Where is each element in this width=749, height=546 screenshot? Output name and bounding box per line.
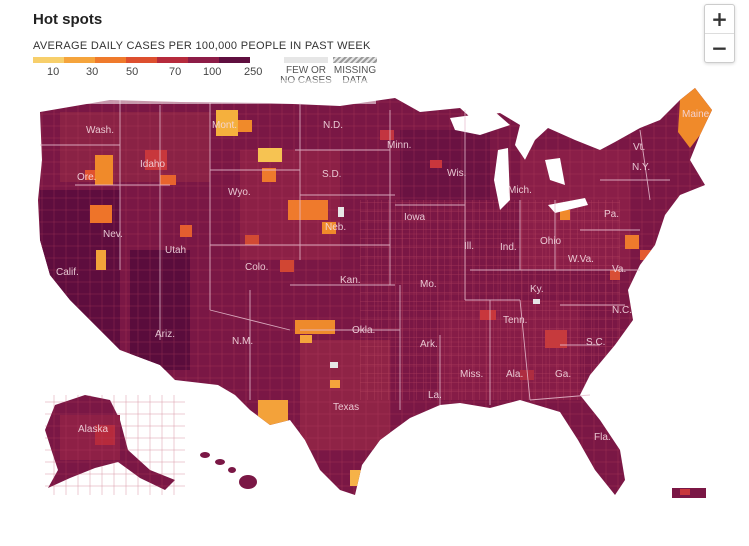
state-label-tenn: Tenn. xyxy=(503,315,527,326)
state-label-okla: Okla. xyxy=(352,325,375,336)
state-label-mont: Mont. xyxy=(212,120,237,131)
lake-huron xyxy=(545,158,565,185)
hawaii-island xyxy=(215,459,225,465)
legend-tick: 10 xyxy=(47,66,60,78)
legend-fade xyxy=(56,80,376,104)
maine-hotspot xyxy=(678,88,712,148)
lake-michigan xyxy=(494,148,510,210)
legend-tick: 100 xyxy=(203,66,222,78)
lower-48: Wash. Ore. Idaho Mont. N.D. Minn. Wis. M… xyxy=(38,88,712,495)
state-label-wva: W.Va. xyxy=(568,254,594,265)
state-label-va: Va. xyxy=(612,264,626,275)
state-label-ala: Ala. xyxy=(506,369,523,380)
few-cases-spot xyxy=(338,207,344,217)
state-label-mich: Mich. xyxy=(508,185,532,196)
state-label-vt: Vt. xyxy=(633,142,645,153)
puerto-rico-hotspot xyxy=(680,489,690,495)
legend-tick: 50 xyxy=(126,66,139,78)
legend-swatch-3 xyxy=(95,57,126,63)
us-map-svg: Wash. Ore. Idaho Mont. N.D. Minn. Wis. M… xyxy=(38,80,712,498)
legend-tick: 250 xyxy=(244,66,263,78)
state-label-wash: Wash. xyxy=(86,125,114,136)
state-label-colo: Colo. xyxy=(245,262,268,273)
state-label-fla: Fla. xyxy=(594,432,611,443)
state-label-kan: Kan. xyxy=(340,275,361,286)
state-label-ore: Ore. xyxy=(77,172,96,183)
state-label-ky: Ky. xyxy=(530,284,544,295)
legend-swatch-4 xyxy=(126,57,157,63)
state-label-nd: N.D. xyxy=(323,120,343,131)
state-label-ark: Ark. xyxy=(420,339,438,350)
state-label-iowa: Iowa xyxy=(404,212,426,223)
alaska-texture xyxy=(45,395,185,495)
legend-missing-swatch xyxy=(333,57,377,63)
state-label-ariz: Ariz. xyxy=(155,329,175,340)
state-label-nm: N.M. xyxy=(232,336,253,347)
state-labels: Wash. Ore. Idaho Mont. N.D. Minn. Wis. M… xyxy=(56,109,710,443)
us-map[interactable]: Wash. Ore. Idaho Mont. N.D. Minn. Wis. M… xyxy=(0,80,749,541)
state-label-wis: Wis. xyxy=(447,168,466,179)
zoom-divider xyxy=(705,33,734,34)
zoom-out-button[interactable]: − xyxy=(711,36,728,60)
legend-title: AVERAGE DAILY CASES PER 100,000 PEOPLE I… xyxy=(33,40,371,52)
state-label-nev: Nev. xyxy=(103,229,123,240)
state-label-wyo: Wyo. xyxy=(228,187,251,198)
state-label-maine: Maine xyxy=(682,109,710,120)
hawaii xyxy=(200,452,257,489)
state-label-ga: Ga. xyxy=(555,369,571,380)
state-label-ny: N.Y. xyxy=(632,162,650,173)
legend-tick: 30 xyxy=(86,66,99,78)
legend-color-scale xyxy=(33,57,250,63)
puerto-rico xyxy=(672,488,706,498)
state-label-minn: Minn. xyxy=(387,140,411,151)
legend-few-swatch xyxy=(284,57,328,63)
state-label-utah: Utah xyxy=(165,245,186,256)
state-label-sd: S.D. xyxy=(322,169,341,180)
legend-swatch-6 xyxy=(188,57,219,63)
alaska: Alaska xyxy=(45,395,185,495)
state-label-ohio: Ohio xyxy=(540,236,562,247)
state-label-alaska: Alaska xyxy=(78,424,108,435)
state-label-nc: N.C. xyxy=(612,305,632,316)
zoom-control: + − xyxy=(704,4,735,63)
state-label-ill: Ill. xyxy=(464,241,474,252)
lake-erie xyxy=(548,198,588,213)
state-label-mo: Mo. xyxy=(420,279,437,290)
state-label-neb: Neb. xyxy=(325,222,346,233)
state-label-sc: S.C. xyxy=(586,337,605,348)
state-label-ind: Ind. xyxy=(500,242,517,253)
state-label-la: La. xyxy=(428,390,442,401)
state-label-idaho: Idaho xyxy=(140,159,165,170)
hot-spots xyxy=(85,110,652,486)
few-cases-spot xyxy=(533,299,540,304)
state-label-calif: Calif. xyxy=(56,267,79,278)
legend-swatch-1 xyxy=(33,57,64,63)
state-label-texas: Texas xyxy=(333,402,359,413)
legend-swatch-2 xyxy=(64,57,95,63)
hawaii-island xyxy=(228,467,236,473)
hawaii-island xyxy=(239,475,257,489)
hawaii-island xyxy=(200,452,210,458)
state-label-pa: Pa. xyxy=(604,209,619,220)
state-borders xyxy=(40,100,670,410)
zoom-in-button[interactable]: + xyxy=(711,7,728,31)
legend-swatch-7 xyxy=(219,57,250,63)
few-cases-spot xyxy=(330,362,338,368)
legend-swatch-5 xyxy=(157,57,188,63)
legend-tick: 70 xyxy=(169,66,182,78)
map-title: Hot spots xyxy=(33,11,103,28)
state-label-miss: Miss. xyxy=(460,369,483,380)
